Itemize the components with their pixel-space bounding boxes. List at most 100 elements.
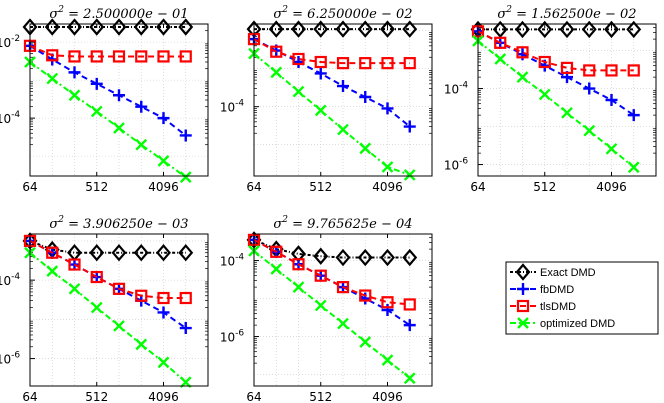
data-point (359, 90, 372, 103)
data-point (403, 57, 416, 70)
legend-marker (516, 299, 530, 313)
data-point (357, 248, 373, 267)
data-point (179, 291, 192, 305)
panel-4: 64 512 4096 10-4 10-6 σ2 = 3.906250e − 03 (0, 215, 209, 403)
data-point (494, 36, 507, 49)
data-point (90, 270, 103, 284)
data-point (380, 248, 395, 267)
data-point (292, 52, 305, 66)
data-point (560, 61, 574, 74)
data-point (403, 120, 416, 133)
data-point (90, 50, 103, 63)
data-point (68, 66, 81, 79)
x-tick-label: 4096 (372, 180, 403, 194)
data-point (381, 102, 394, 115)
data-point (113, 89, 125, 102)
data-point (133, 244, 149, 262)
data-point (68, 50, 81, 63)
data-point (270, 245, 283, 258)
plot-frame (477, 23, 657, 177)
data-point (157, 112, 170, 125)
legend-label: optimized DMD (540, 318, 615, 330)
data-point (403, 319, 416, 332)
data-point (627, 64, 640, 77)
data-point (313, 247, 329, 265)
data-point (112, 50, 126, 63)
data-point (515, 20, 530, 39)
data-point (314, 67, 327, 80)
data-point (46, 265, 59, 277)
data-point (359, 336, 372, 348)
panel-1: 64 512 4096 10-2 10-4 σ2 = 2.500000e − 01 (0, 5, 209, 194)
plot-frame (29, 23, 209, 177)
data-point (113, 122, 125, 134)
x-tick-label: 512 (309, 390, 332, 403)
data-point (178, 244, 194, 262)
data-point (492, 20, 508, 39)
data-point (538, 55, 551, 69)
x-tick-label: 512 (309, 180, 332, 194)
data-point (157, 291, 170, 305)
data-point (111, 18, 127, 36)
data-point (270, 45, 283, 58)
x-tick-label: 512 (85, 390, 108, 403)
data-point (337, 80, 349, 93)
data-point (381, 161, 394, 173)
series-line-exact-dmd (253, 238, 410, 259)
data-point (494, 53, 507, 65)
data-point (402, 20, 418, 38)
legend-label: tlsDMD (540, 301, 576, 313)
data-point (627, 109, 640, 122)
data-point (292, 85, 305, 98)
series-line-tlsdmd (253, 239, 410, 306)
data-point (359, 57, 372, 70)
panel-title: σ2 = 3.906250e − 03 (49, 215, 188, 232)
data-point (605, 94, 618, 106)
data-point (380, 20, 395, 38)
legend: Exact DMD fbDMD tlsDMD optimized DMD (505, 261, 659, 335)
panel-title: σ2 = 9.765625e − 04 (273, 215, 412, 232)
data-point (179, 171, 192, 183)
data-point (292, 258, 305, 271)
plot-frame (29, 233, 209, 387)
data-point (605, 64, 618, 77)
legend-box (505, 261, 659, 335)
data-point (403, 169, 416, 181)
data-point (157, 155, 170, 167)
data-point (336, 57, 350, 70)
data-point (111, 244, 127, 262)
panel-title: σ2 = 1.562500e − 02 (497, 5, 636, 22)
data-point (583, 124, 596, 137)
panel-title: σ2 = 6.250000e − 02 (273, 5, 412, 22)
y-tick-label: 10-6 (444, 157, 469, 173)
data-point (402, 248, 418, 267)
y-tick-label: 10-4 (0, 110, 20, 126)
data-point (113, 320, 125, 332)
plot-frame (253, 23, 433, 177)
x-tick-label: 64 (22, 180, 37, 194)
x-tick-label: 64 (22, 390, 37, 403)
x-tick-label: 64 (470, 180, 485, 194)
data-point (67, 18, 82, 36)
y-tick-label: 10-4 (220, 253, 245, 269)
data-point (583, 64, 596, 77)
data-point (156, 244, 171, 262)
data-point (90, 105, 103, 118)
data-point (179, 322, 192, 335)
data-point (605, 142, 618, 155)
data-point (179, 129, 192, 142)
x-tick-label: 64 (246, 180, 261, 194)
data-point (314, 269, 327, 282)
data-point (89, 244, 105, 262)
data-point (537, 20, 553, 39)
data-point (581, 20, 597, 39)
data-point (90, 77, 103, 90)
x-tick-label: 512 (85, 180, 108, 194)
data-point (135, 289, 148, 302)
x-tick-label: 4096 (596, 180, 627, 194)
data-point (626, 20, 642, 39)
data-point (335, 20, 351, 38)
data-point (178, 18, 194, 36)
data-point (403, 298, 416, 311)
